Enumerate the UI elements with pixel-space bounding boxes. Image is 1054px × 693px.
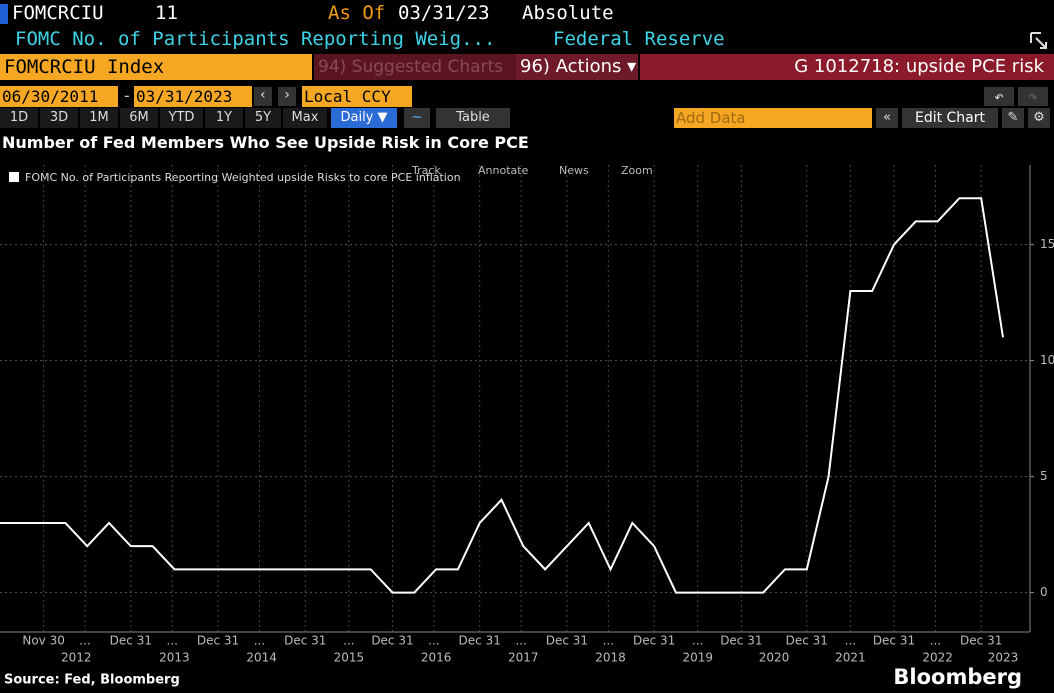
period-button[interactable]: Max xyxy=(283,108,327,128)
chart-id: G 1012718: upside PCE risk xyxy=(640,54,1054,80)
period-button[interactable]: 5Y xyxy=(245,108,281,128)
period-button[interactable]: 1M xyxy=(80,108,118,128)
ticker: FOMCRCIU xyxy=(12,2,104,24)
tool-button: Annotate xyxy=(478,164,529,177)
marker xyxy=(0,4,8,24)
year-label: 2021 xyxy=(835,651,866,665)
x-tick-label: ... xyxy=(428,634,439,648)
frequency[interactable]: Daily ▼ xyxy=(331,108,397,128)
x-tick-label: ... xyxy=(603,634,614,648)
x-tick-label: Dec 31 xyxy=(786,634,828,648)
last-value: 11 xyxy=(155,2,178,24)
year-label: 2014 xyxy=(246,651,277,665)
x-tick-label: ... xyxy=(343,634,354,648)
start-date[interactable]: 06/30/2011 xyxy=(0,86,118,107)
y-tick-label: 15 xyxy=(1040,237,1054,251)
brand: Bloomberg xyxy=(893,665,1022,689)
year-label: 2015 xyxy=(334,651,365,665)
legend-swatch xyxy=(9,172,19,182)
table-button[interactable]: Table xyxy=(436,108,510,128)
description: FOMC No. of Participants Reporting Weig.… xyxy=(15,28,496,50)
x-tick-label: Dec 31 xyxy=(197,634,239,648)
tool-button: News xyxy=(559,164,589,177)
as-of-label: As Of xyxy=(328,2,386,24)
period-button[interactable]: 3D xyxy=(40,108,78,128)
currency[interactable]: Local CCY xyxy=(302,86,412,107)
legend-label: FOMC No. of Participants Reporting Weigh… xyxy=(25,171,461,184)
suggested-charts[interactable]: 94) Suggested Charts xyxy=(314,54,516,80)
security-field[interactable]: FOMCRCIU Index xyxy=(0,54,312,80)
redo[interactable]: ↷ xyxy=(1018,87,1048,106)
y-tick-label: 10 xyxy=(1040,353,1054,367)
x-tick-label: ... xyxy=(254,634,265,648)
add-data[interactable]: Add Data xyxy=(674,108,872,128)
x-tick-label: ... xyxy=(845,634,856,648)
year-label: 2019 xyxy=(682,651,713,665)
x-tick-label: Dec 31 xyxy=(720,634,762,648)
period-button[interactable]: 1D xyxy=(0,108,38,128)
period-button[interactable]: YTD xyxy=(160,108,203,128)
prev-button[interactable]: ‹ xyxy=(254,87,272,106)
year-label: 2022 xyxy=(922,651,953,665)
x-tick-label: ... xyxy=(930,634,941,648)
year-label: 2018 xyxy=(595,651,626,665)
year-label: 2023 xyxy=(988,651,1019,665)
actions-menu[interactable]: 96) Actions ▾ xyxy=(516,54,638,80)
tool-button: Track xyxy=(411,164,441,177)
undo[interactable]: ↶ xyxy=(984,87,1014,106)
x-tick-label: Dec 31 xyxy=(633,634,675,648)
x-tick-label: ... xyxy=(515,634,526,648)
x-tick-label: Dec 31 xyxy=(371,634,413,648)
tool-button: Zoom xyxy=(621,164,653,177)
year-label: 2016 xyxy=(421,651,452,665)
range-dash: - xyxy=(122,86,132,105)
year-label: 2017 xyxy=(508,651,539,665)
chart-type-icon[interactable]: ~ xyxy=(404,108,430,128)
x-tick-label: ... xyxy=(692,634,703,648)
line-series xyxy=(0,197,1004,594)
x-tick-label: Dec 31 xyxy=(873,634,915,648)
period-button[interactable]: 6M xyxy=(120,108,158,128)
x-tick-label: ... xyxy=(79,634,90,648)
edit-chart[interactable]: Edit Chart xyxy=(902,108,998,128)
y-tick-label: 5 xyxy=(1040,469,1048,483)
source-name: Federal Reserve xyxy=(553,28,725,50)
x-tick-label: Nov 30 xyxy=(22,634,65,648)
next-button[interactable]: › xyxy=(278,87,296,106)
x-tick-label: Dec 31 xyxy=(459,634,501,648)
mode: Absolute xyxy=(522,2,614,24)
x-tick-label: Dec 31 xyxy=(960,634,1002,648)
x-tick-label: Dec 31 xyxy=(546,634,588,648)
year-label: 2020 xyxy=(759,651,790,665)
chart-title: Number of Fed Members Who See Upside Ris… xyxy=(2,133,529,152)
year-label: 2013 xyxy=(159,651,190,665)
x-tick-label: Dec 31 xyxy=(284,634,326,648)
source-note: Source: Fed, Bloomberg xyxy=(4,673,180,688)
year-label: 2012 xyxy=(61,651,92,665)
settings-icon[interactable]: ⚙ xyxy=(1028,108,1050,128)
collapse[interactable]: « xyxy=(876,108,898,128)
edit-icon[interactable]: ✎ xyxy=(1002,108,1024,128)
x-tick-label: Dec 31 xyxy=(110,634,152,648)
y-tick-label: 0 xyxy=(1040,585,1048,599)
period-button[interactable]: 1Y xyxy=(205,108,243,128)
popout-icon[interactable] xyxy=(1028,30,1050,52)
as-of-date: 03/31/23 xyxy=(398,2,490,24)
x-tick-label: ... xyxy=(167,634,178,648)
end-date[interactable]: 03/31/2023 xyxy=(134,86,252,107)
